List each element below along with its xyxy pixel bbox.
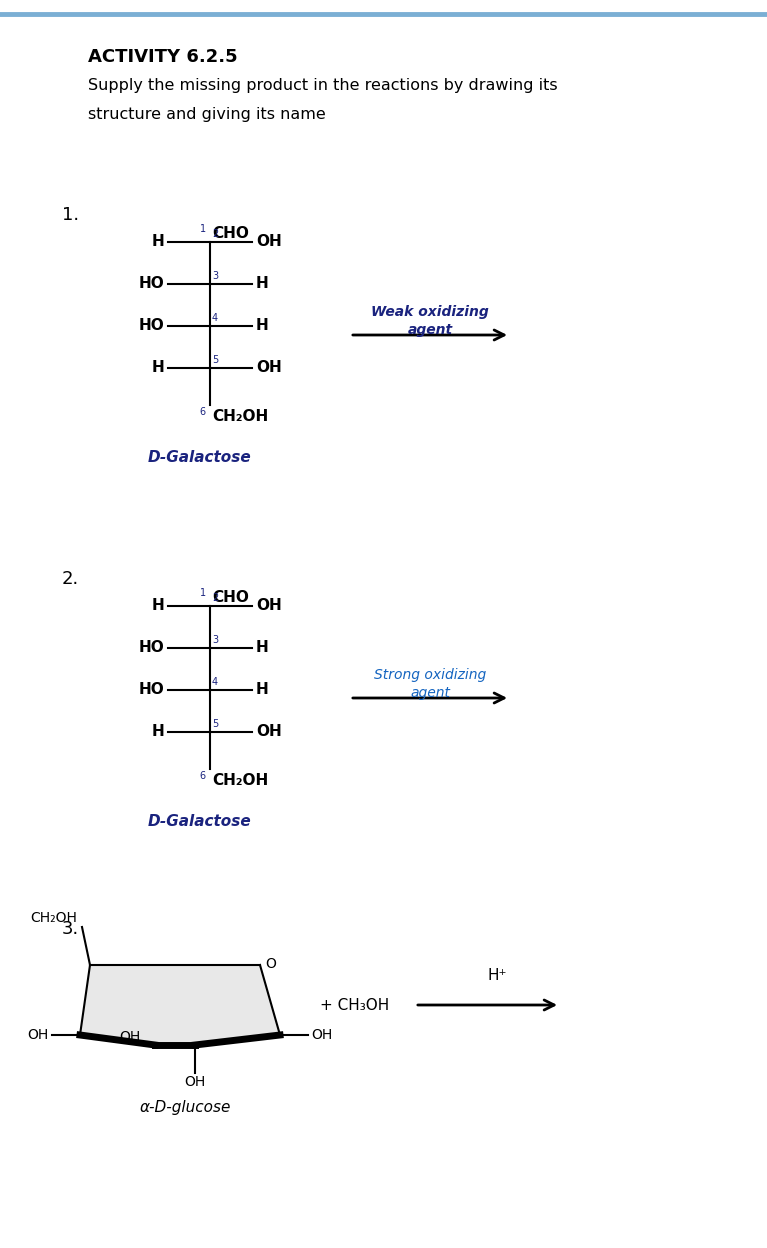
Text: CH₂OH: CH₂OH [212,773,268,787]
Text: OH: OH [256,235,281,250]
Text: 1.: 1. [62,206,79,223]
Text: 2.: 2. [62,570,79,588]
Text: 1: 1 [200,588,206,598]
Text: Supply the missing product in the reactions by drawing its: Supply the missing product in the reacti… [88,77,558,94]
Text: 3: 3 [212,635,218,645]
Text: OH: OH [256,599,281,614]
Text: H: H [151,361,164,376]
Text: 3.: 3. [62,920,79,938]
Text: HO: HO [138,318,164,333]
Text: 1: 1 [200,223,206,235]
Text: HO: HO [138,683,164,698]
Text: O: O [265,957,276,971]
Text: CHO: CHO [212,590,249,605]
Text: H: H [256,683,268,698]
Text: agent: agent [410,686,450,700]
Text: D-Galactose: D-Galactose [148,814,252,829]
Text: structure and giving its name: structure and giving its name [88,107,326,122]
Text: H: H [256,277,268,292]
Text: OH: OH [28,1028,49,1042]
Text: 5: 5 [212,719,219,729]
Text: H: H [151,599,164,614]
Text: OH: OH [256,725,281,740]
Text: agent: agent [407,323,453,337]
Text: Weak oxidizing: Weak oxidizing [371,305,489,319]
Text: CH₂OH: CH₂OH [30,911,77,925]
Text: OH: OH [311,1028,332,1042]
Text: 6: 6 [200,771,206,781]
Text: H⁺: H⁺ [488,968,507,983]
Text: α-D-glucose: α-D-glucose [140,1099,231,1114]
Text: OH: OH [120,1030,140,1045]
Text: + CH₃OH: + CH₃OH [320,997,389,1012]
Text: 5: 5 [212,354,219,364]
Text: 4: 4 [212,676,218,686]
Text: OH: OH [256,361,281,376]
Text: 3: 3 [212,271,218,281]
Text: 2: 2 [212,228,219,240]
Text: CH₂OH: CH₂OH [212,409,268,424]
Text: 2: 2 [212,593,219,603]
Text: H: H [151,725,164,740]
Text: Strong oxidizing: Strong oxidizing [374,668,486,681]
Text: OH: OH [184,1075,206,1090]
Text: H: H [151,235,164,250]
Text: H: H [256,640,268,655]
Text: HO: HO [138,640,164,655]
Text: CHO: CHO [212,226,249,241]
Text: HO: HO [138,277,164,292]
Text: 6: 6 [200,407,206,417]
Text: ACTIVITY 6.2.5: ACTIVITY 6.2.5 [88,47,238,66]
Text: 4: 4 [212,313,218,323]
Text: D-Galactose: D-Galactose [148,451,252,466]
Polygon shape [80,965,280,1045]
Text: H: H [256,318,268,333]
